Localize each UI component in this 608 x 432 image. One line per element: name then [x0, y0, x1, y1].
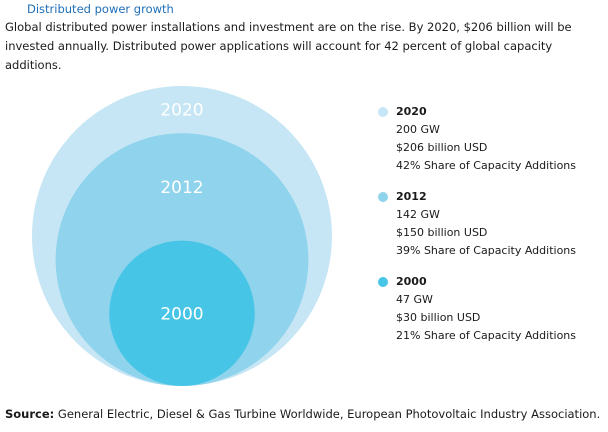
bubble-group: 2020 2012 2000	[32, 86, 332, 386]
bubble-label-2000: 2000	[160, 304, 203, 324]
legend-year-2020: 2020	[396, 105, 427, 118]
legend-text-2020: 2020 200 GW $206 billion USD 42% Share o…	[396, 103, 576, 175]
chart-title: Distributed power growth	[27, 2, 174, 16]
chart-source: Source: General Electric, Diesel & Gas T…	[5, 407, 600, 421]
legend-share-2012: 39% Share of Capacity Additions	[396, 244, 577, 257]
bubble-2000	[109, 240, 255, 386]
legend-year-2000: 2000	[396, 275, 427, 288]
legend-share-2020: 42% Share of Capacity Additions	[396, 159, 577, 172]
legend-investment-2012: $150 billion USD	[396, 226, 488, 239]
legend-dot-2020	[378, 107, 388, 117]
legend-capacity-2020: 200 GW	[396, 123, 440, 136]
legend-investment-2000: $30 billion USD	[396, 311, 481, 324]
bubble-label-2012: 2012	[160, 178, 203, 198]
legend-capacity-2012: 142 GW	[396, 208, 440, 221]
legend-share-2000: 21% Share of Capacity Additions	[396, 329, 577, 342]
chart-subtitle: Global distributed power installations a…	[5, 20, 572, 72]
bubble-label-2020: 2020	[160, 101, 203, 121]
legend-text-2012: 2012 142 GW $150 billion USD 39% Share o…	[396, 188, 576, 260]
legend-capacity-2000: 47 GW	[396, 293, 433, 306]
legend-dot-2000	[378, 277, 388, 287]
source-text: General Electric, Diesel & Gas Turbine W…	[57, 407, 601, 421]
legend-dot-2012	[378, 192, 388, 202]
legend-year-2012: 2012	[396, 190, 427, 203]
source-label: Source:	[5, 407, 55, 421]
legend-text-2000: 2000 47 GW $30 billion USD 21% Share of …	[396, 273, 576, 345]
legend-investment-2020: $206 billion USD	[396, 141, 488, 154]
